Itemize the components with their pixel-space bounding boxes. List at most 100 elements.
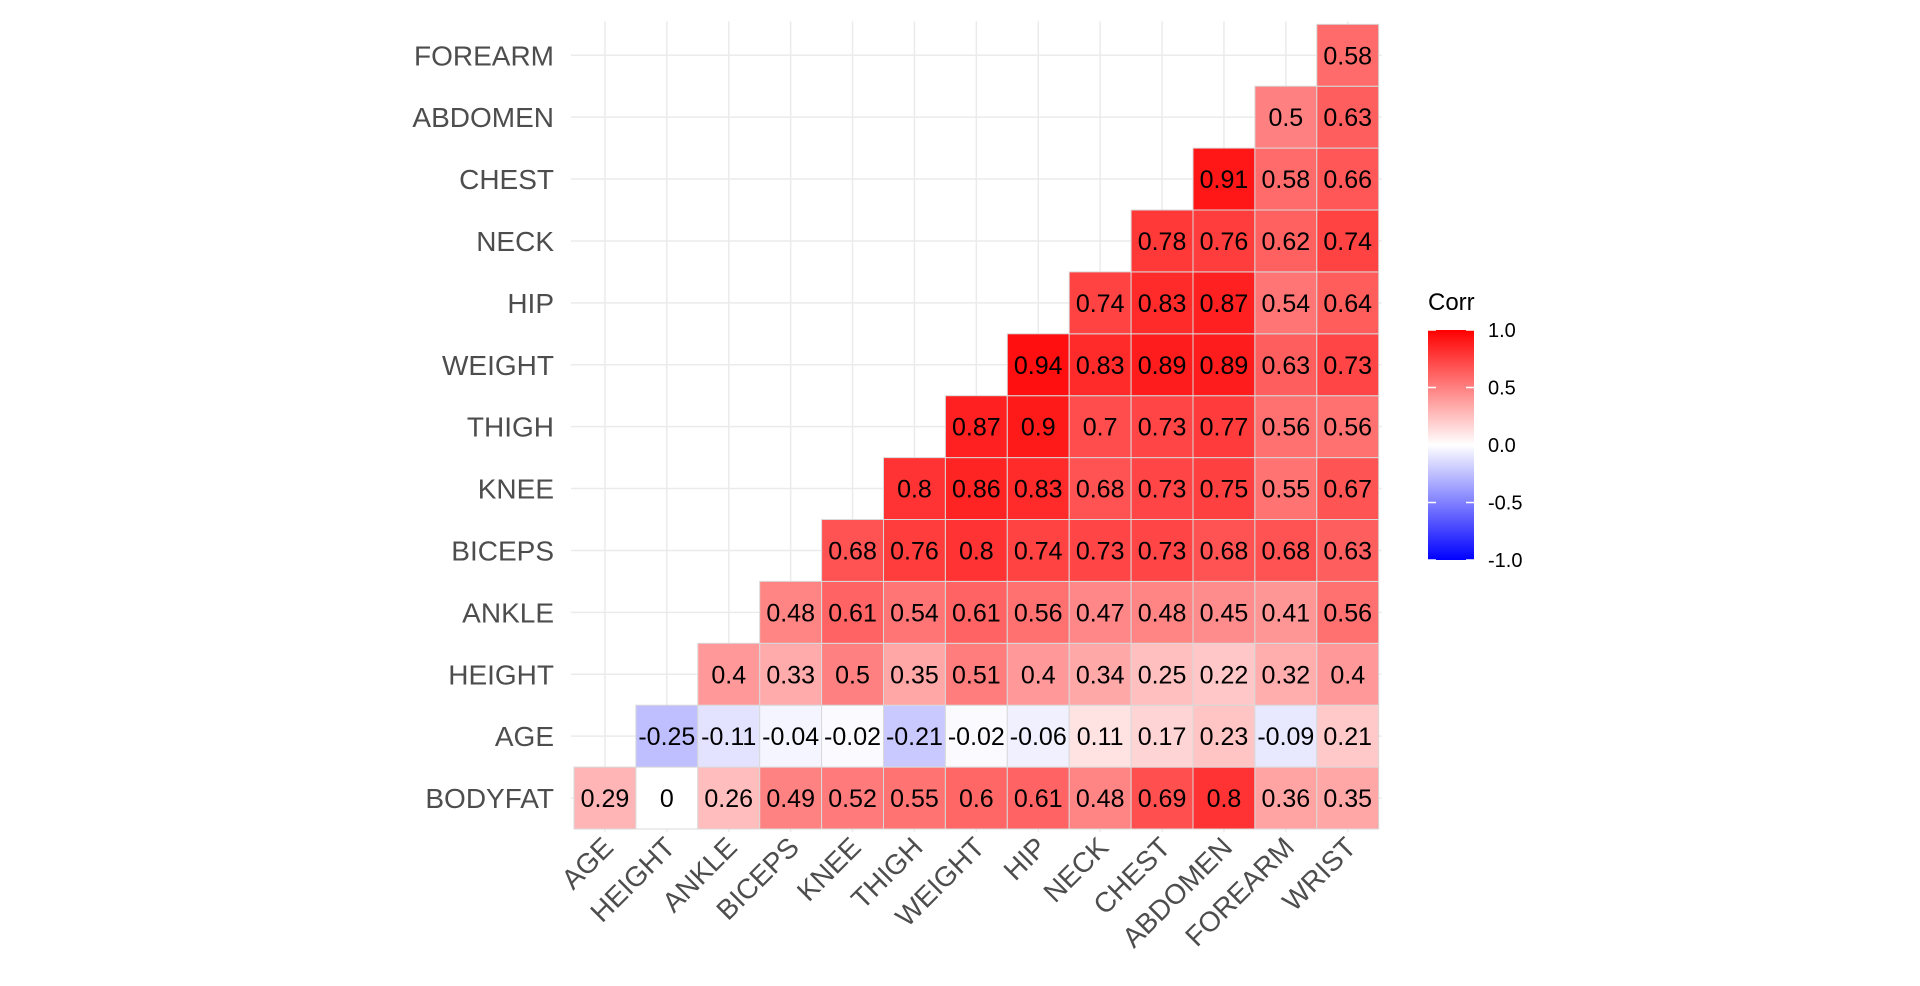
- cell-value-label: 0.5: [1268, 104, 1303, 132]
- cell-value-label: 0.89: [1200, 352, 1249, 380]
- cell-value-label: 0.73: [1323, 352, 1372, 380]
- cell-value-label: 0: [660, 785, 674, 813]
- cell-value-label: 0.11: [1077, 723, 1124, 751]
- heatmap-cell: [1006, 580, 1070, 644]
- cell-value-label: 0.91: [1200, 166, 1249, 194]
- heatmap-cell: [883, 457, 946, 521]
- cell-value-label: 0.51: [952, 661, 1001, 689]
- heatmap-cell: [1192, 642, 1256, 706]
- heatmap-cell: [1130, 209, 1194, 273]
- cell-value-label: 0.49: [766, 785, 815, 813]
- heatmap-cell: [1254, 85, 1318, 149]
- heatmap-cell: [1254, 147, 1318, 211]
- y-tick-label: THIGH: [467, 412, 554, 443]
- cell-value-label: 0.36: [1262, 785, 1311, 813]
- y-tick-label: ANKLE: [462, 597, 554, 628]
- heatmap-cell: [1130, 395, 1194, 459]
- cell-value-label: 0.61: [952, 599, 1001, 627]
- legend-tick-label: 0.0: [1488, 435, 1516, 457]
- heatmap-cell: [1316, 23, 1380, 87]
- heatmap-cell: [1254, 271, 1318, 335]
- heatmap-cell: [1130, 519, 1194, 582]
- cell-value-label: 0.5: [835, 661, 870, 689]
- cell-value-label: 0.94: [1014, 352, 1063, 380]
- legend-tick-label: 0.5: [1488, 378, 1516, 400]
- y-tick-label: BICEPS: [451, 535, 554, 566]
- cell-value-label: 0.63: [1323, 104, 1372, 132]
- cell-value-label: 0.25: [1138, 661, 1187, 689]
- cell-value-label: 0.64: [1323, 290, 1372, 318]
- heatmap-cell: [1192, 271, 1256, 335]
- heatmap-cell: [821, 642, 884, 706]
- cell-value-label: 0.7: [1083, 414, 1118, 442]
- heatmap-cell: [944, 519, 1008, 582]
- heatmap-cell: [1130, 457, 1194, 521]
- cell-value-label: 0.58: [1262, 166, 1311, 194]
- heatmap-cell: [821, 704, 884, 768]
- cell-value-label: 0.73: [1138, 537, 1187, 565]
- cell-value-label: 0.73: [1138, 476, 1187, 504]
- heatmap-cell: [1316, 209, 1380, 273]
- cell-value-label: 0.63: [1323, 537, 1372, 565]
- cell-value-label: 0.35: [890, 661, 939, 689]
- heatmap-cell: [1068, 704, 1132, 768]
- heatmap-cell: [1006, 333, 1070, 397]
- x-tick-label: HIP: [998, 831, 1053, 886]
- heatmap-cell: [635, 704, 699, 768]
- cell-value-label: 0.68: [1200, 537, 1249, 565]
- cell-value-label: 0.45: [1200, 599, 1249, 627]
- cell-value-label: 0.23: [1200, 723, 1249, 751]
- cell-value-label: -0.09: [1257, 723, 1314, 751]
- cell-value-label: 0.68: [828, 537, 877, 565]
- heatmap-cell: [1192, 147, 1256, 211]
- cell-value-label: 0.61: [828, 599, 877, 627]
- cell-value-label: 0.29: [581, 785, 630, 813]
- heatmap-cell: [1068, 519, 1132, 582]
- cell-value-label: -0.25: [638, 723, 695, 751]
- cell-value-label: 0.47: [1076, 599, 1125, 627]
- cell-value-label: 0.62: [1262, 228, 1311, 256]
- heatmap-cell: [883, 642, 946, 706]
- heatmap-cell: [1068, 642, 1132, 706]
- heatmap-cell: [1254, 642, 1318, 706]
- heatmap-cell: [1192, 704, 1256, 768]
- heatmap-cell: [821, 519, 884, 582]
- cell-value-label: 0.48: [1076, 785, 1125, 813]
- cell-value-label: 0.56: [1262, 414, 1311, 442]
- y-tick-label: ABDOMEN: [412, 102, 554, 133]
- heatmap-cell: [1316, 642, 1380, 706]
- legend-title: Corr: [1428, 289, 1475, 316]
- cell-value-label: 0.61: [1014, 785, 1063, 813]
- y-tick-label: NECK: [476, 226, 554, 257]
- heatmap-cell: [1130, 580, 1194, 644]
- heatmap-cell: [1316, 271, 1380, 335]
- cell-value-label: 0.54: [890, 599, 939, 627]
- cell-value-label: 0.75: [1200, 476, 1249, 504]
- heatmap-cell: [883, 580, 946, 644]
- heatmap-cell: [1192, 209, 1256, 273]
- cell-value-label: 0.87: [952, 414, 1001, 442]
- cell-value-label: -0.02: [824, 723, 881, 751]
- heatmap-cell: [1316, 580, 1380, 644]
- cell-value-label: 0.86: [952, 476, 1001, 504]
- cell-value-label: 0.17: [1138, 723, 1187, 751]
- legend-tick-label: -1.0: [1488, 550, 1522, 572]
- cell-value-label: 0.74: [1014, 537, 1063, 565]
- heatmap-cell: [697, 766, 761, 830]
- cell-value-label: 0.34: [1076, 661, 1125, 689]
- heatmap-cell: [1130, 766, 1194, 830]
- heatmap-cell: [759, 766, 823, 830]
- cell-value-label: 0.74: [1076, 290, 1125, 318]
- heatmap-cell: [1316, 147, 1380, 211]
- cell-value-label: 0.8: [897, 476, 932, 504]
- y-axis-labels: BODYFAT AGE HEIGHT ANKLE BICEPS KNEE THIGH WEIG…: [412, 40, 554, 814]
- cell-value-label: 0.76: [1200, 228, 1249, 256]
- cell-value-label: 0.89: [1138, 352, 1187, 380]
- heatmap-cell: [635, 766, 699, 830]
- heatmap-cell: [944, 395, 1008, 459]
- cell-value-label: -0.04: [762, 723, 819, 751]
- cell-value-label: -0.02: [948, 723, 1005, 751]
